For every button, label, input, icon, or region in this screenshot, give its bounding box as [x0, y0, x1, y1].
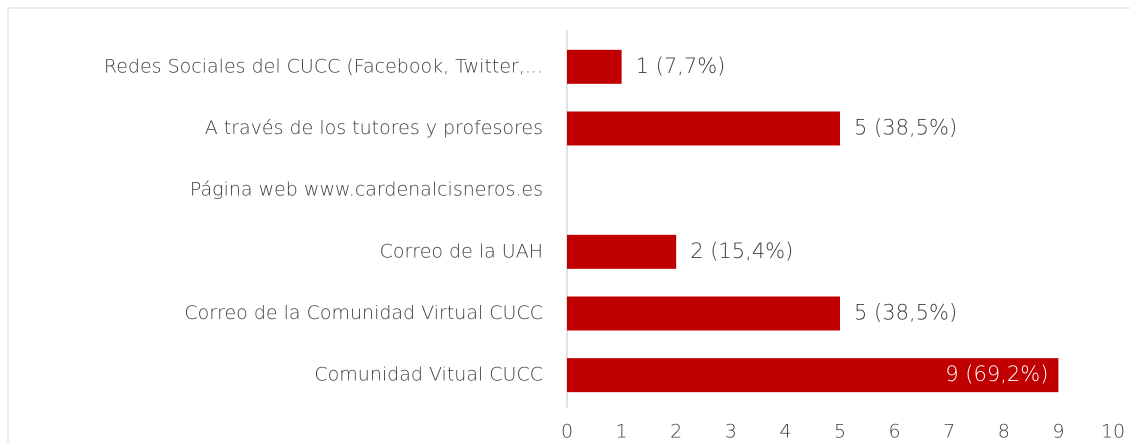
data-label: 1 (7,7%) [636, 54, 726, 78]
x-tick-label: 8 [998, 421, 1010, 443]
x-tick-label: 6 [889, 421, 901, 443]
x-tick-label: 7 [943, 421, 955, 443]
x-tick-label: 1 [616, 421, 628, 443]
x-tick-label: 0 [561, 421, 573, 443]
y-tick-label: A través de los tutores y profesores [205, 117, 543, 139]
bar [567, 358, 1059, 393]
x-tick-label: 3 [725, 421, 737, 443]
bar [567, 111, 840, 146]
data-label: 5 (38,5%) [854, 301, 957, 325]
y-tick-label: Página web www.cardenalcisneros.es [190, 179, 543, 201]
x-tick-label: 10 [1101, 421, 1125, 443]
x-tick-label: 5 [834, 421, 846, 443]
y-tick-label: Correo de la UAH [380, 240, 543, 262]
bar [567, 296, 840, 331]
data-label: 9 (69,2%) [945, 362, 1048, 386]
y-tick-label: Comunidad Vitual CUCC [314, 364, 543, 386]
bar [567, 49, 622, 84]
x-tick-label: 4 [779, 421, 791, 443]
bar [567, 234, 677, 269]
x-tick-label: 9 [1052, 421, 1064, 443]
data-label: 5 (38,5%) [854, 116, 957, 140]
x-tick-label: 2 [670, 421, 682, 443]
y-tick-label: Redes Sociales del CUCC (Facebook, Twitt… [104, 55, 543, 77]
data-label: 2 (15,4%) [690, 239, 793, 263]
y-tick-label: Correo de la Comunidad Virtual CUCC [184, 302, 543, 324]
